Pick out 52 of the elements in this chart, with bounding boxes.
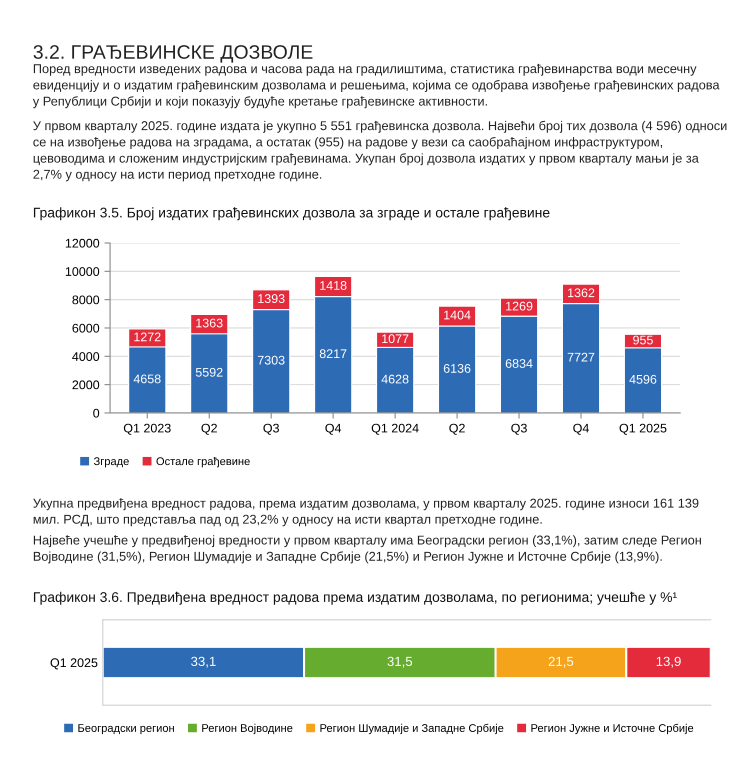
data-label: 7303 [258,356,285,365]
data-label: 1393 [258,294,285,304]
x-tick-label: Q2 [449,424,465,435]
y-tick-label: 2000 [72,380,100,390]
text: У првом кварталу 2025. године издата је укупно 5 551 грађевинска дозвола. Највећи број тих дозвола (4 596) односи се на извођење радова на зградама, а остатак (955) на радове у вези са саобраћајном инфраструктуром, цевоводима и сложеним индустријским грађевинама. Укупан број дозвола издатих у првом кварталу мањи је за 2,7% у односу на исти период претходне године. [33,120,726,182]
text: Поред вредности изведених радова и часова рада на градилиштима, статистика грађевинарства води месечну евиденцију и о издатим грађевинским дозволама и решењима, којима се одобрава извођење грађевинских радова у Републици Србији и који показују будуће кретање грађевинске активности. [32,64,720,108]
data-label: 4658 [134,374,161,384]
data-label: 33,1 [191,656,216,668]
data-label: 4596 [629,374,656,384]
legend-label: Регион Јужне и Источне Србије [531,724,694,734]
legend-label: Регион Шумадије и Западне Србије [320,724,504,734]
y-tick-label: 4000 [72,352,100,361]
legend-label: Регион Војводине [202,724,292,734]
x-tick-label: Q3 [263,424,279,435]
x-tick-label: Q1 2024 [372,424,419,435]
data-label: 955 [633,336,653,344]
y-tick-label: Q1 2025 [50,658,98,670]
data-label: 1404 [444,310,471,320]
x-tick-label: Q4 [325,424,342,435]
y-tick-label: 8000 [72,295,100,304]
data-label: 21,5 [548,656,574,668]
x-tick-label: Q4 [573,424,589,435]
data-label: 4628 [382,374,408,384]
x-tick-label: Q2 [201,424,217,435]
legend-label: Зграде [94,457,129,468]
x-tick-label: Q1 2023 [124,424,171,435]
y-tick-label: 6000 [72,324,100,333]
chart-title: Графикон 3.6. Предвиђена вредност радова према издатим дозволама, по регионима; учешће у %¹ [34,592,677,605]
data-label: 6136 [444,364,470,373]
legend-label: Београдски регион [78,724,174,734]
data-label: 1272 [134,332,161,342]
x-tick-label: Q3 [511,424,527,435]
legend-label: Остале грађевине [156,457,250,468]
x-tick-label: Q1 2025 [620,424,666,435]
text: Највеће учешће у предвиђеној вредности у првом кварталу има Београдски регион (33,1%), затим следе Регион Војводине (31,5%), Регион Шумадије и Западне Србије (21,5%) и Регион Јужне и Источне Србије (13,9%). [34,535,701,564]
data-label: 6834 [506,359,533,368]
data-label: 1362 [568,288,594,298]
chart-title: Графикон 3.5. Број издатих грађевинских дозвола за зграде и остале грађевине [34,207,550,220]
data-label: 8217 [320,349,346,358]
data-label: 1269 [506,302,532,311]
text: 3.2. ГРАЂЕВИНСКЕ ДОЗВОЛЕ [34,45,312,63]
data-label: 7727 [568,352,594,362]
y-tick-label: 0 [93,408,100,418]
data-label: 1363 [196,318,223,328]
data-label: 31,5 [387,656,412,668]
data-label: 13,9 [656,656,681,668]
data-label: 5592 [196,368,222,377]
data-label: 1077 [382,334,408,344]
y-tick-label: 10000 [66,267,100,276]
text: Укупна предвиђена вредност радова, према издатим дозволама, у првом кварталу 2025. године износи 161 139 мил. РСД, што представља пад од 23,2% у односу на исти квартал претходне године. [33,498,698,526]
y-tick-label: 12000 [66,238,100,248]
data-label: 1418 [320,281,347,290]
